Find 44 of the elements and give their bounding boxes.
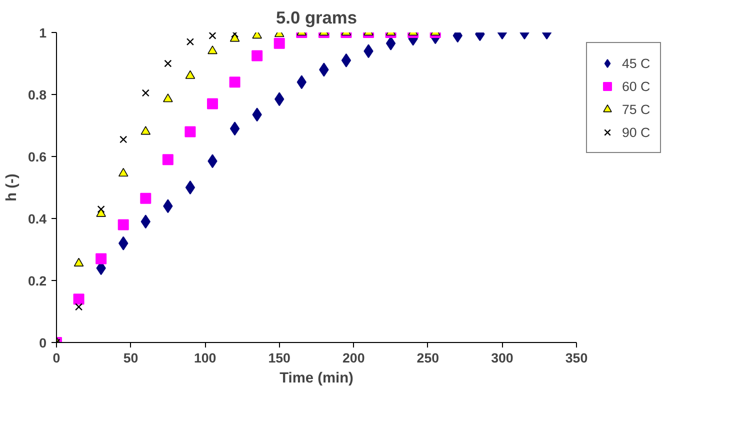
x-axis-title: Time (min) [280,370,354,386]
point [97,205,105,213]
point [162,154,174,166]
y-axis-title: h (-) [4,174,20,202]
point [184,126,196,138]
point [230,122,240,136]
point [185,180,196,194]
point [142,89,150,97]
y-tick-label: 0 [39,336,47,350]
point [96,208,106,217]
chart-title: 5.0 grams [276,8,357,28]
x-tick-label: 350 [565,350,588,366]
point [118,219,129,230]
point [74,258,84,266]
x-tick-label: 250 [416,350,440,366]
y-tick-label: 0.4 [28,212,48,226]
point [140,126,151,135]
y-tick-label: 0.8 [28,88,47,102]
point [386,36,396,50]
legend-label: 60 C [622,78,650,94]
point [140,192,152,204]
point [207,98,218,110]
x-tick-label: 0 [52,350,60,366]
legend-label: 75 C [622,102,650,116]
point [186,38,194,46]
x-tick-label: 100 [194,350,216,366]
x-tick-label: 150 [268,350,290,366]
y-tick-label: 1 [39,26,48,40]
point [252,50,263,62]
x-tick-label: 300 [491,350,514,366]
point [274,38,285,49]
point [208,32,216,40]
legend-label: 90 C [622,124,650,140]
y-tick-label: 0.6 [28,150,47,164]
y-tick-label: 0.2 [28,274,47,288]
point [229,76,240,88]
x-tick-label: 50 [123,350,138,366]
point [118,168,128,177]
point [96,253,107,264]
x-tick-label: 200 [342,350,365,366]
point [164,60,172,68]
point [341,53,352,68]
legend-label: 45 C [622,56,650,70]
point [120,136,128,144]
